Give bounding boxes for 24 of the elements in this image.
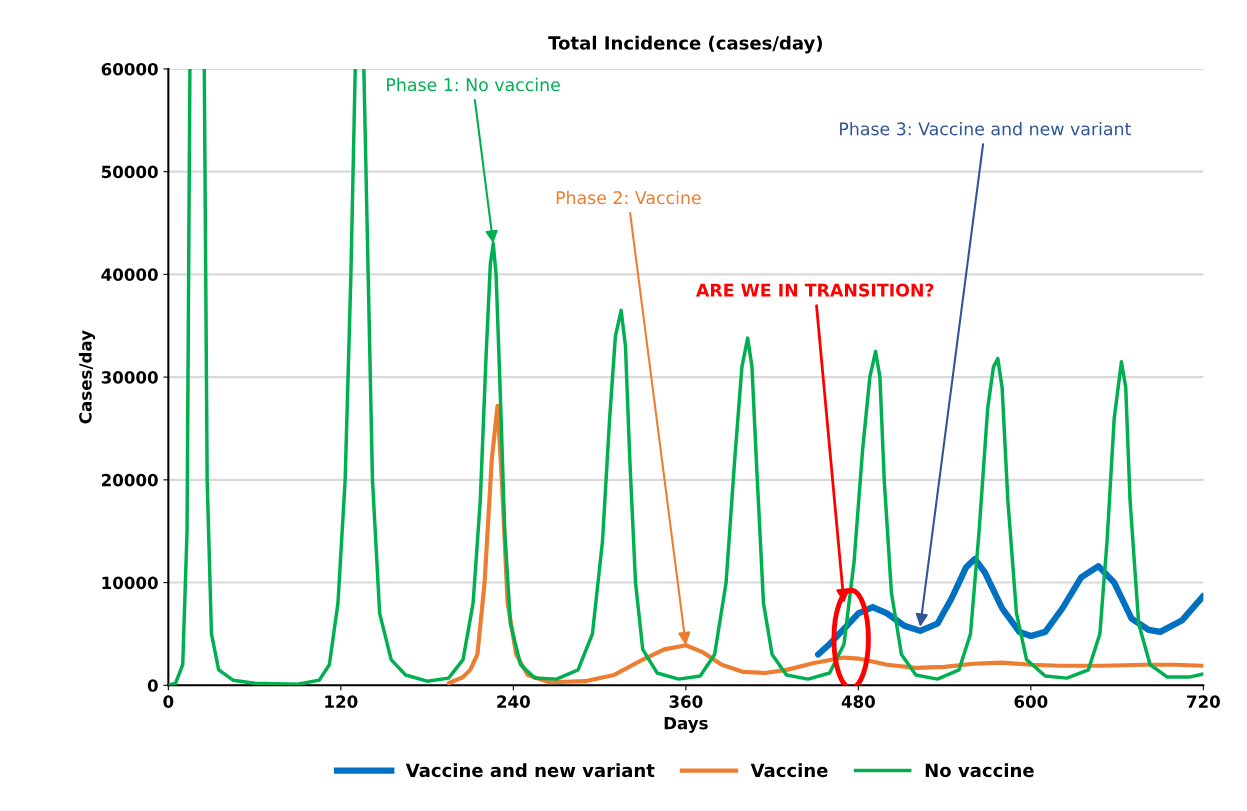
y-tick-label: 40000 — [101, 268, 158, 281]
x-tick-label: 120 — [325, 695, 358, 708]
legend-label: No vaccine — [925, 763, 1034, 778]
y-tick-label: 0 — [147, 679, 158, 692]
x-tick-label: 240 — [497, 695, 530, 708]
annotation: Phase 3: Vaccine and new variant — [840, 121, 1131, 136]
annotation: Phase 1: No vaccine — [387, 77, 560, 92]
x-tick-label: 480 — [841, 695, 875, 708]
x-tick-label: 0 — [163, 695, 174, 708]
y-tick-label: 60000 — [101, 62, 158, 76]
legend-label: Vaccine and new variant — [405, 763, 655, 778]
x-tick-label: 360 — [669, 695, 703, 708]
y-tick-label: 10000 — [102, 576, 158, 590]
x-tick-label: 600 — [1014, 695, 1048, 708]
legend-label: Vaccine — [750, 763, 828, 778]
y-tick-label: 30000 — [101, 371, 158, 384]
y-tick-label: 20000 — [101, 473, 158, 487]
annotation: Phase 2: Vaccine — [556, 190, 701, 205]
y-axis-title: Cases/day — [78, 330, 96, 424]
annotation: ARE WE IN TRANSITION? — [696, 283, 934, 297]
chart-title: Total Incidence (cases/day) — [548, 35, 822, 54]
x-axis-title: Days — [664, 717, 708, 733]
x-tick-label: 720 — [1187, 695, 1220, 708]
y-tick-label: 50000 — [101, 165, 158, 179]
